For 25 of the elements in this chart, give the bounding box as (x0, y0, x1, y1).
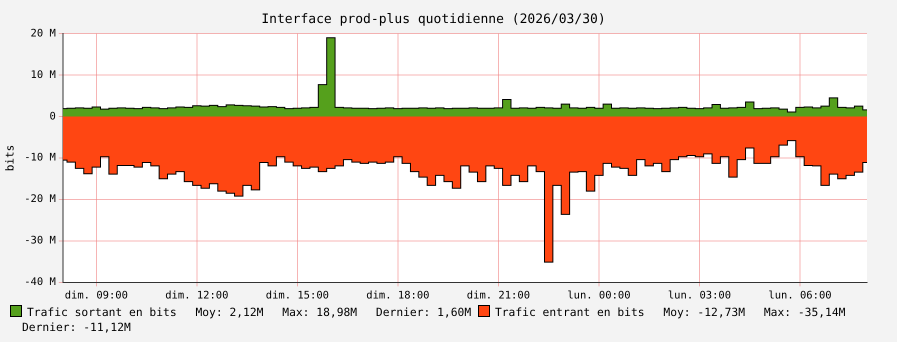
legend-label: Trafic sortant en bits (27, 306, 177, 319)
legend-label: Trafic entrant en bits (494, 306, 645, 319)
y-tick-label: 20 M (30, 27, 56, 40)
text: Max: -35,14M (764, 306, 846, 319)
y-tick-label: 10 M (30, 68, 56, 81)
text: Dernier: -11,12M (22, 321, 131, 334)
y-axis-title: bits (3, 144, 16, 172)
x-tick-label: dim. 21:00 (466, 289, 530, 302)
text: Moy: 2,12M (195, 306, 264, 319)
text: Max: 18,98M (282, 306, 358, 319)
y-tick-label: -30 M (24, 234, 56, 247)
y-tick-label: -20 M (24, 193, 56, 206)
y-tick-label: -10 M (24, 152, 56, 164)
x-tick-label: dim. 09:00 (64, 289, 128, 302)
x-tick-label: lun. 00:00 (567, 289, 631, 302)
x-tick-label: lun. 06:00 (768, 289, 832, 302)
y-tick-label: 0 (49, 110, 56, 122)
x-tick-label: dim. 15:00 (266, 289, 329, 302)
chart-title: Interface prod-plus quotidienne (2026/03/30) (261, 12, 606, 28)
text: Dernier: 1,60M (376, 306, 472, 319)
x-tick-label: lun. 03:00 (668, 289, 732, 302)
x-tick-label: dim. 12:00 (165, 289, 228, 302)
text: Moy: -12,73M (663, 306, 746, 319)
x-tick-label: dim. 18:00 (366, 289, 430, 302)
y-tick-label: -40 M (24, 276, 56, 288)
